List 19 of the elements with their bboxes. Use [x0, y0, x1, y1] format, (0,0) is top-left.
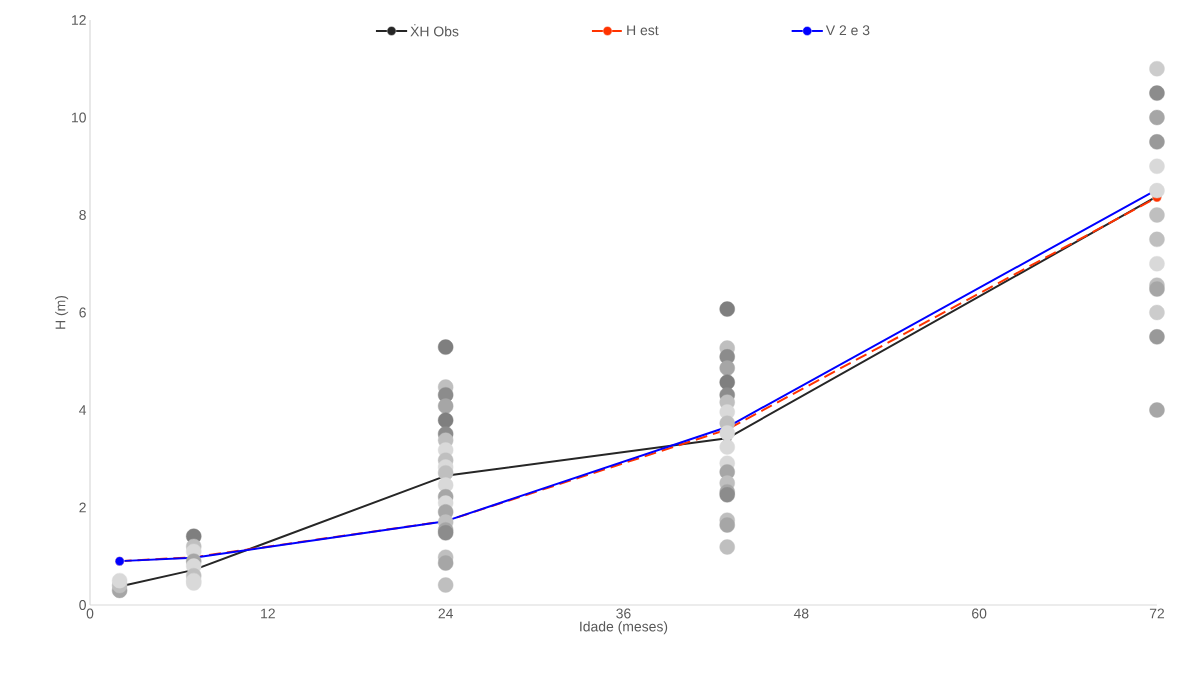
x-tick-label: 72: [1149, 608, 1165, 619]
x-tick-label: 12: [261, 608, 275, 619]
legend-label: H est: [627, 25, 659, 36]
y-tick-label: 6: [79, 307, 86, 318]
y-tick-label: 12: [72, 15, 86, 25]
x-tick-label: 0: [86, 608, 94, 619]
y-tick-label: 4: [79, 405, 87, 415]
y-axis-title: H (m): [55, 295, 69, 329]
y-tick-label: 2: [79, 502, 86, 513]
x-tick-label: 60: [972, 608, 987, 619]
y-tick-label: 10: [72, 112, 86, 123]
x-tick-label: 36: [616, 608, 631, 619]
y-tick-label: 0: [79, 600, 86, 610]
legend-label: ẊH Obs: [410, 24, 459, 37]
x-tick-label: 24: [438, 608, 453, 619]
x-tick-label: 48: [793, 608, 809, 619]
x-axis-title: Idade (meses): [580, 621, 668, 635]
y-tick-label: 8: [79, 210, 86, 220]
legend-label: V 2 e 3: [825, 25, 870, 36]
